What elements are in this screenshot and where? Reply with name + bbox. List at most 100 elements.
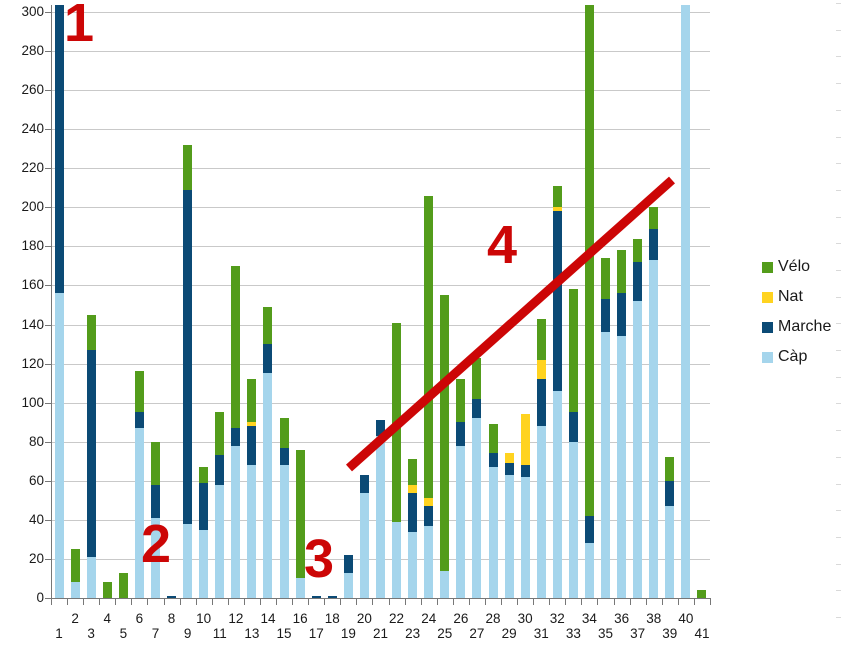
x-tick bbox=[83, 599, 85, 605]
edge-dash bbox=[836, 350, 841, 351]
x-tick bbox=[517, 599, 519, 605]
bar-10-segment-vélo bbox=[199, 467, 209, 483]
x-tick bbox=[533, 599, 535, 605]
bar-13-segment-marche bbox=[247, 426, 257, 466]
x-tick-label: 7 bbox=[151, 626, 160, 641]
bar-4-segment-vélo bbox=[102, 582, 112, 598]
x-tick-label: 1 bbox=[55, 626, 63, 641]
gridline bbox=[51, 168, 710, 170]
bar-40-segment-càp bbox=[681, 5, 691, 598]
y-tick bbox=[45, 480, 51, 482]
bar-26-segment-càp bbox=[456, 445, 466, 598]
y-tick-label: 120 bbox=[21, 355, 44, 371]
bar-33-segment-vélo bbox=[568, 289, 578, 413]
x-tick-label: 2 bbox=[71, 611, 79, 626]
bar-40 bbox=[681, 5, 691, 598]
x-tick-label: 13 bbox=[244, 626, 260, 641]
bar-32-segment-nat bbox=[552, 207, 562, 212]
bar-33-segment-marche bbox=[568, 412, 578, 442]
x-tick bbox=[372, 599, 374, 605]
bar-32-segment-vélo bbox=[552, 185, 562, 208]
x-tick-label: 11 bbox=[212, 626, 227, 641]
x-tick-label: 26 bbox=[453, 611, 469, 626]
bar-7 bbox=[150, 441, 160, 598]
y-tick bbox=[45, 558, 51, 560]
bar-38-segment-càp bbox=[649, 260, 659, 598]
bar-18-segment-marche bbox=[327, 596, 337, 598]
x-tick bbox=[629, 599, 631, 605]
x-tick-label: 25 bbox=[437, 626, 453, 641]
y-tick bbox=[45, 12, 51, 13]
y-tick bbox=[45, 441, 51, 443]
bar-3-segment-marche bbox=[86, 349, 96, 557]
edge-dash bbox=[836, 403, 841, 404]
gridline bbox=[51, 51, 710, 53]
annotation-number-4: 4 bbox=[487, 215, 518, 275]
edge-dash bbox=[836, 270, 841, 271]
legend-label-velo: Vélo bbox=[778, 258, 811, 275]
edge-dash bbox=[836, 564, 841, 565]
x-tick-label: 36 bbox=[614, 611, 630, 626]
bar-35-segment-marche bbox=[601, 299, 611, 333]
y-tick-label: 140 bbox=[21, 316, 44, 332]
x-axis-line bbox=[45, 598, 711, 599]
bar-7-segment-càp bbox=[150, 517, 160, 598]
bar-25-segment-vélo bbox=[440, 295, 450, 571]
bar-13-segment-nat bbox=[247, 422, 257, 427]
x-tick bbox=[163, 599, 165, 605]
bar-1 bbox=[54, 5, 64, 598]
x-tick bbox=[308, 599, 310, 605]
bar-39-segment-càp bbox=[665, 506, 675, 598]
bar-36-segment-vélo bbox=[617, 250, 627, 294]
bar-27-segment-vélo bbox=[472, 357, 482, 399]
y-tick-label: 100 bbox=[21, 394, 44, 410]
y-tick bbox=[45, 51, 51, 53]
bar-36-segment-marche bbox=[617, 293, 627, 337]
bar-6 bbox=[134, 371, 144, 598]
bar-3-segment-vélo bbox=[86, 314, 96, 350]
gridline bbox=[51, 402, 710, 404]
bar-36-segment-càp bbox=[617, 336, 627, 598]
y-tick bbox=[45, 324, 51, 326]
bar-37-segment-marche bbox=[633, 262, 643, 302]
bar-35 bbox=[601, 258, 611, 598]
bar-24-segment-marche bbox=[424, 506, 434, 526]
bar-30-segment-marche bbox=[520, 465, 530, 477]
x-tick-label: 15 bbox=[276, 626, 292, 641]
bar-16-segment-vélo bbox=[295, 449, 305, 579]
bar-26-segment-marche bbox=[456, 422, 466, 446]
y-tick bbox=[45, 207, 51, 209]
edge-dash bbox=[836, 243, 841, 244]
bar-30-segment-nat bbox=[520, 414, 530, 466]
cap-swatch-icon bbox=[762, 351, 773, 363]
x-tick bbox=[276, 599, 278, 605]
gridline bbox=[51, 12, 710, 13]
bar-11-segment-vélo bbox=[215, 412, 225, 456]
y-tick-label: 280 bbox=[21, 43, 44, 59]
bar-9 bbox=[183, 144, 193, 598]
annotation-number-3: 3 bbox=[304, 529, 335, 589]
annotation-number-1: 1 bbox=[64, 0, 95, 53]
gridline bbox=[51, 246, 710, 248]
edge-dash bbox=[836, 3, 841, 4]
x-tick bbox=[195, 599, 197, 605]
x-tick bbox=[501, 599, 503, 605]
bar-31-segment-marche bbox=[536, 379, 546, 427]
bar-41-segment-vélo bbox=[697, 590, 707, 598]
bar-14 bbox=[263, 306, 273, 598]
bar-12 bbox=[231, 265, 241, 598]
bar-23-segment-vélo bbox=[408, 459, 418, 485]
x-tick bbox=[324, 599, 326, 605]
legend-entry-nat: Nat bbox=[762, 282, 831, 312]
bar-30-segment-càp bbox=[520, 476, 530, 598]
x-tick bbox=[67, 599, 69, 605]
bar-15-segment-vélo bbox=[279, 418, 289, 448]
edge-dash bbox=[836, 110, 841, 111]
bar-6-segment-vélo bbox=[134, 371, 144, 413]
bar-2-segment-vélo bbox=[70, 549, 80, 583]
bar-39 bbox=[665, 457, 675, 598]
y-tick-label: 300 bbox=[21, 4, 44, 19]
x-tick bbox=[179, 599, 181, 605]
annotation-number-2: 2 bbox=[141, 514, 172, 574]
bar-21 bbox=[376, 420, 385, 598]
